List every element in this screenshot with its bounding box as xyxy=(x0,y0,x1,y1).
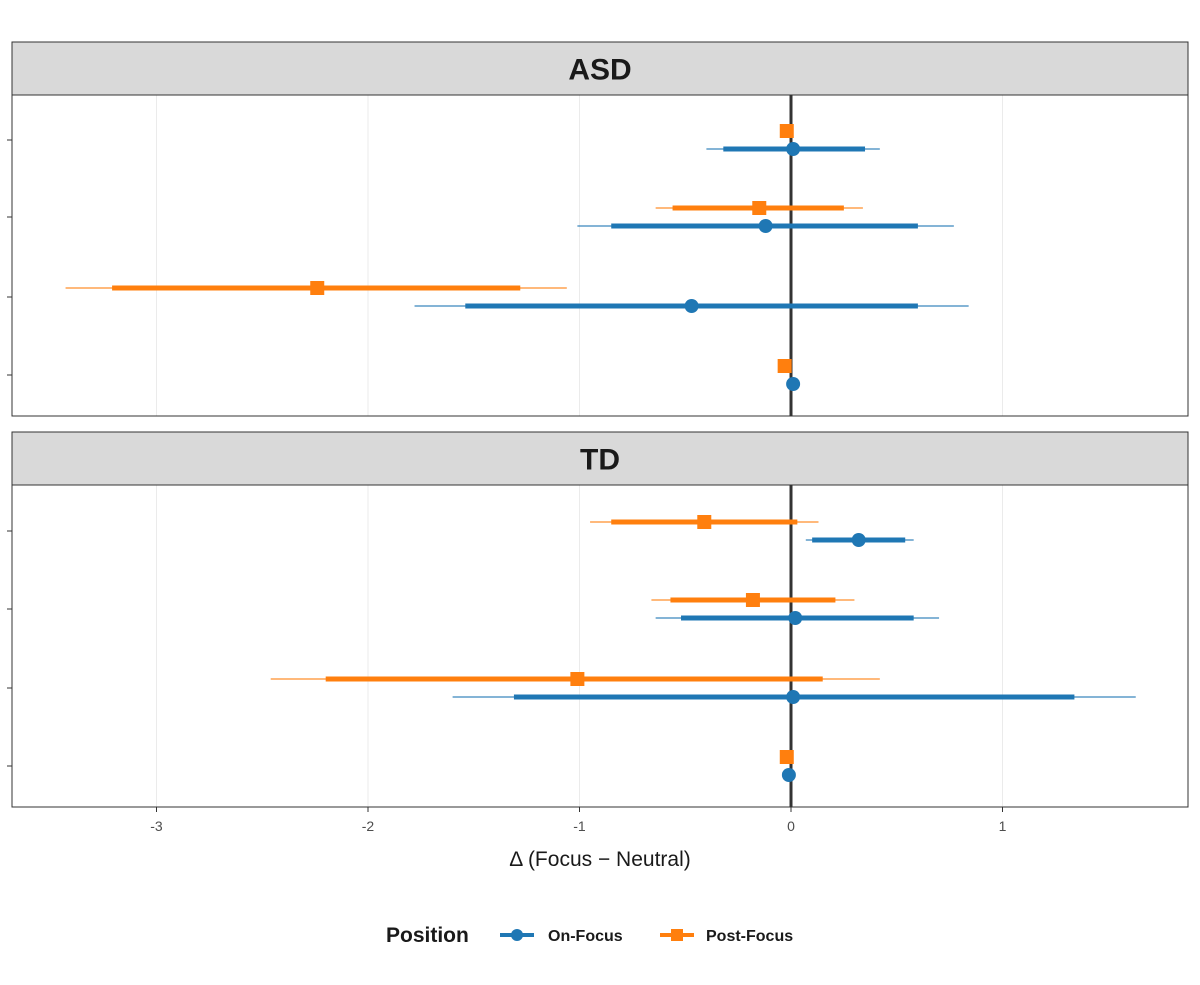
point-estimate xyxy=(779,750,794,764)
point-estimate xyxy=(781,768,796,782)
legend-label: On-Focus xyxy=(548,928,623,945)
point-estimate xyxy=(697,515,712,529)
panels: ASD TD xyxy=(7,41,1189,808)
series-on-focus xyxy=(414,142,969,391)
point-estimate xyxy=(851,533,866,547)
legend-key-marker xyxy=(671,929,683,941)
point-estimate xyxy=(758,219,773,233)
x-tick-label: -2 xyxy=(362,818,375,834)
point-estimate xyxy=(745,593,760,607)
point-estimate xyxy=(788,611,803,625)
facet-strip xyxy=(11,431,1189,486)
point-estimate xyxy=(777,359,792,373)
series-post-focus xyxy=(270,515,880,764)
point-estimate xyxy=(786,377,801,391)
panel-border xyxy=(11,484,1189,808)
facet-strip-label: ASD xyxy=(568,54,631,87)
panel-background xyxy=(12,95,1188,416)
legend: Position On-Focus Post-Focus xyxy=(386,924,793,947)
panel-asd: ASD xyxy=(7,41,1189,417)
x-tick-label: 1 xyxy=(999,818,1007,834)
legend-item-post-focus: Post-Focus xyxy=(660,928,793,945)
point-estimate xyxy=(779,124,794,138)
x-tick-label: -1 xyxy=(573,818,586,834)
point-estimate xyxy=(570,672,585,686)
x-tick-label: -3 xyxy=(150,818,163,834)
point-estimate xyxy=(310,281,325,295)
x-axis-title: Δ (Focus − Neutral) xyxy=(509,848,691,871)
x-axis: -3 -2 -1 0 1 xyxy=(150,807,1007,834)
point-estimate xyxy=(752,201,767,215)
series-post-focus xyxy=(65,124,863,373)
series-on-focus xyxy=(452,533,1136,782)
point-estimate xyxy=(786,690,801,704)
legend-title: Position xyxy=(386,924,469,947)
panel-border xyxy=(11,94,1189,417)
legend-key-marker xyxy=(511,929,523,941)
panel-td: TD xyxy=(7,431,1189,808)
legend-item-on-focus: On-Focus xyxy=(500,928,623,945)
x-tick-label: 0 xyxy=(787,818,795,834)
point-estimate xyxy=(684,299,699,313)
panel-background xyxy=(12,485,1188,807)
legend-label: Post-Focus xyxy=(706,928,793,945)
facet-strip xyxy=(11,41,1189,96)
point-estimate xyxy=(786,142,801,156)
facet-strip-label: TD xyxy=(580,444,620,477)
